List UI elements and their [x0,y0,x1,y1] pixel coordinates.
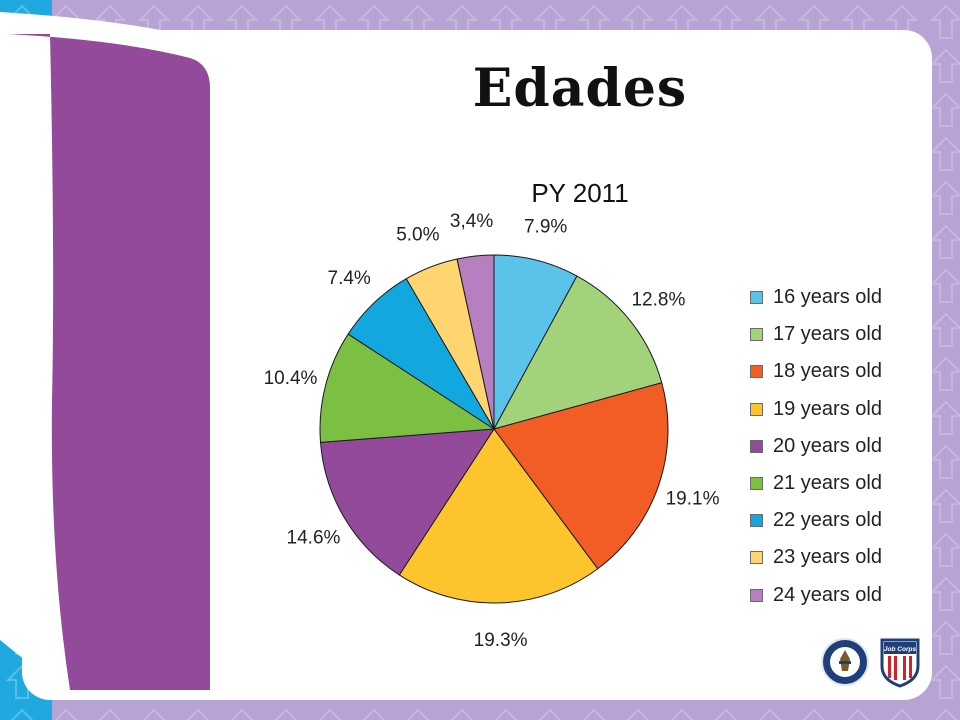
svg-text:Job Corps: Job Corps [884,646,917,653]
pie-slice-9 [456,254,495,430]
chart-title: PY 2011 [531,178,629,208]
pie-slice-2 [493,275,663,430]
slide-title: Edades [472,58,688,119]
pie-label-4: 19.3% [474,630,528,651]
department-of-labor-seal-icon [821,638,869,686]
legend-label: 23 years old [773,546,882,569]
legend-label: 22 years old [773,509,882,532]
legend-item: 23 years old [750,539,950,576]
pie-label-7: 7.4% [328,268,371,289]
legend-swatch [750,477,763,491]
legend-label: 17 years old [773,323,882,346]
pie-label-9: 3,4% [450,211,493,232]
legend-swatch [750,439,763,453]
chart-legend: 16 years old 17 years old 18 years old 19 y… [750,279,950,614]
pie-label-5: 14.6% [287,527,341,548]
legend-label: 21 years old [773,472,882,495]
legend-item: 19 years old [750,391,950,428]
legend-item: 17 years old [750,316,950,353]
legend-label: 18 years old [773,360,882,383]
pie-label-3: 19.1% [666,488,720,509]
legend-label: 16 years old [773,286,882,309]
legend-item: 20 years old [750,428,950,465]
legend-swatch [750,402,763,416]
pie-slices [319,254,669,604]
job-corps-shield-icon: Job Corps [880,638,920,688]
pie-labels: 7.9% 12.8% 19.1% 19.3% 14.6% 10.4% 7.4% 5.0% 3,4… [264,211,720,651]
legend-swatch [750,365,763,379]
legend-swatch [750,291,763,305]
legend-label: 20 years old [773,434,882,457]
legend-item: 21 years old [750,465,950,502]
pie-label-6: 10.4% [264,368,318,389]
pie-slice-3 [493,382,669,570]
pie-slice-5 [319,428,495,576]
legend-swatch [750,328,763,342]
legend-swatch [750,514,763,528]
legend-item: 24 years old [750,577,950,614]
legend-label: 19 years old [773,397,882,420]
pie-slice-6 [319,333,496,443]
pie-label-1: 7.9% [524,216,567,237]
legend-item: 16 years old [750,279,950,316]
legend-swatch [750,588,763,602]
pie-label-2: 12.8% [631,289,685,310]
pie-label-8: 5.0% [396,224,439,245]
legend-item: 18 years old [750,353,950,390]
pie-slice-4 [398,428,599,604]
legend-swatch [750,551,763,565]
legend-label: 24 years old [773,583,882,606]
legend-item: 22 years old [750,502,950,539]
